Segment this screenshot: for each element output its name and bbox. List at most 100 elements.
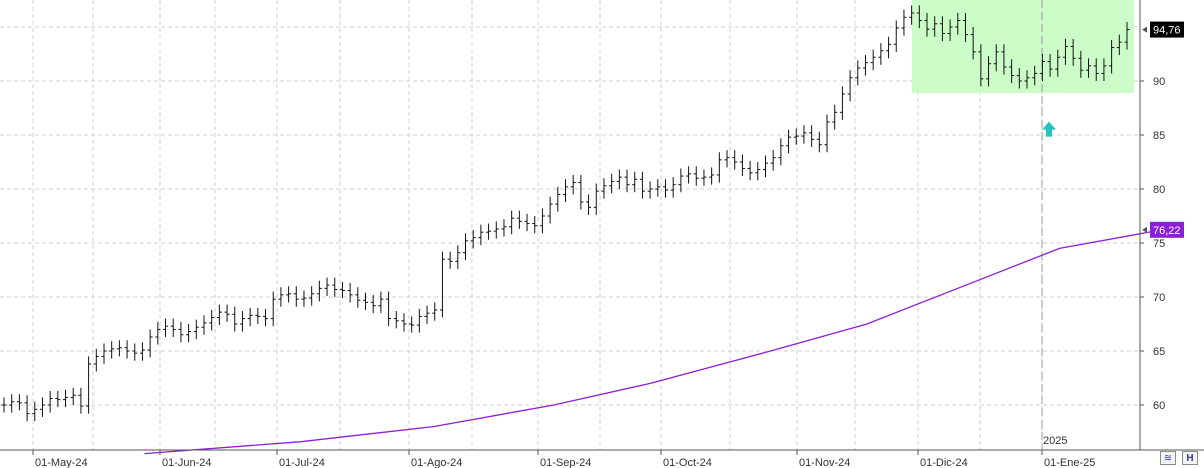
ma-value-badge-bg — [1150, 221, 1184, 238]
price-bar — [193, 319, 199, 340]
price-bar — [686, 166, 692, 184]
price-bar — [624, 169, 630, 193]
x-tick-label: 01-May-24 — [35, 457, 88, 468]
price-bar — [86, 356, 92, 414]
price-bar — [662, 179, 668, 198]
price-bar — [1001, 44, 1007, 75]
price-bar — [962, 12, 968, 43]
zoom-fit-button[interactable]: ≋ — [1160, 451, 1176, 465]
price-bar — [432, 302, 438, 321]
last-price-badge-bg — [1150, 21, 1184, 38]
x-tick-label: 01-Dic-24 — [920, 457, 968, 468]
price-bar — [1, 397, 7, 413]
price-bar — [978, 44, 984, 87]
last-price-value: 94,76 — [1153, 25, 1181, 37]
y-tick-label: 80 — [1153, 184, 1165, 196]
price-bar — [732, 150, 738, 170]
price-bar — [9, 394, 15, 413]
price-bar — [55, 390, 61, 408]
up-arrow-marker — [1042, 121, 1056, 137]
price-bar — [509, 210, 515, 235]
price-bar — [486, 223, 492, 240]
price-bars — [1, 5, 1130, 422]
price-bar — [132, 343, 138, 361]
y-tick-label: 85 — [1153, 130, 1165, 142]
price-bar — [270, 291, 276, 327]
price-bar — [401, 313, 407, 332]
price-bar — [539, 208, 545, 234]
price-bar — [1078, 50, 1084, 78]
price-bar — [155, 321, 161, 345]
price-bar — [986, 56, 992, 87]
price-bar — [793, 128, 799, 145]
price-bar — [309, 286, 315, 306]
h-button[interactable]: H — [1182, 451, 1198, 465]
price-bar — [709, 167, 715, 185]
price-bar — [593, 183, 599, 215]
price-bar — [570, 174, 576, 195]
price-bar — [147, 329, 153, 358]
price-bar — [216, 304, 222, 326]
price-bar — [232, 306, 238, 332]
price-bar — [563, 179, 568, 202]
x-tick-label: 01-Jun-24 — [162, 457, 212, 468]
price-bar — [39, 397, 45, 417]
year-label: 2025 — [1043, 435, 1067, 447]
price-bar — [855, 60, 861, 86]
price-bar — [524, 213, 530, 232]
price-bar — [901, 9, 907, 36]
price-bar — [493, 221, 499, 239]
value-pointer — [1142, 226, 1147, 233]
price-bar — [762, 155, 768, 178]
value-pointer — [1142, 26, 1147, 33]
price-bar — [424, 305, 430, 324]
zoom-fit-icon: ≋ — [1163, 452, 1173, 464]
price-bar — [678, 168, 684, 193]
price-bar — [47, 390, 53, 413]
price-bar — [547, 196, 553, 224]
ma-last-value: 76,22 — [1153, 225, 1181, 237]
x-axis: 01-May-24 01-Jun-24 01-Jul-24 01-Ago-24 01-S… — [32, 450, 1095, 468]
price-bar — [32, 401, 38, 422]
price-bar — [786, 129, 792, 154]
price-bar — [16, 394, 22, 411]
price-bar — [916, 5, 922, 29]
ma-value-badge: 76,22 — [1150, 221, 1184, 238]
price-bar — [501, 219, 507, 237]
price-bar — [586, 194, 592, 215]
price-bar — [124, 340, 130, 359]
price-bar — [655, 179, 661, 197]
h-button-label: H — [1186, 452, 1194, 464]
price-bar — [647, 181, 653, 199]
price-bar — [93, 348, 99, 372]
y-tick-label: 75 — [1153, 238, 1165, 250]
price-bar — [870, 49, 876, 71]
price-bar — [770, 150, 776, 171]
price-bar — [616, 169, 622, 189]
price-bar — [1047, 54, 1053, 77]
price-bar — [1055, 49, 1061, 77]
price-bar — [778, 138, 784, 166]
price-bar — [363, 292, 369, 310]
price-bar — [924, 12, 930, 37]
y-tick-label: 90 — [1153, 76, 1165, 88]
price-bar — [347, 282, 353, 303]
y-tick-label: 65 — [1153, 346, 1165, 358]
price-bar — [839, 86, 845, 120]
price-bar — [293, 286, 299, 307]
price-bar — [109, 341, 115, 359]
price-bar — [755, 162, 761, 181]
price-bar — [209, 309, 215, 331]
price-bar — [178, 321, 184, 343]
price-bar — [701, 169, 707, 186]
price-bar — [893, 20, 899, 52]
price-bar — [116, 340, 122, 357]
price-bar — [1062, 38, 1068, 65]
moving-average-line — [144, 229, 1163, 455]
x-tick-label: 01-Ago-24 — [411, 457, 462, 468]
price-bar — [263, 308, 269, 327]
price-bar — [886, 36, 892, 59]
y-axis: 60 65 70 75 80 85 90 — [1140, 76, 1165, 412]
price-bar — [847, 70, 853, 102]
price-bar — [816, 131, 822, 153]
